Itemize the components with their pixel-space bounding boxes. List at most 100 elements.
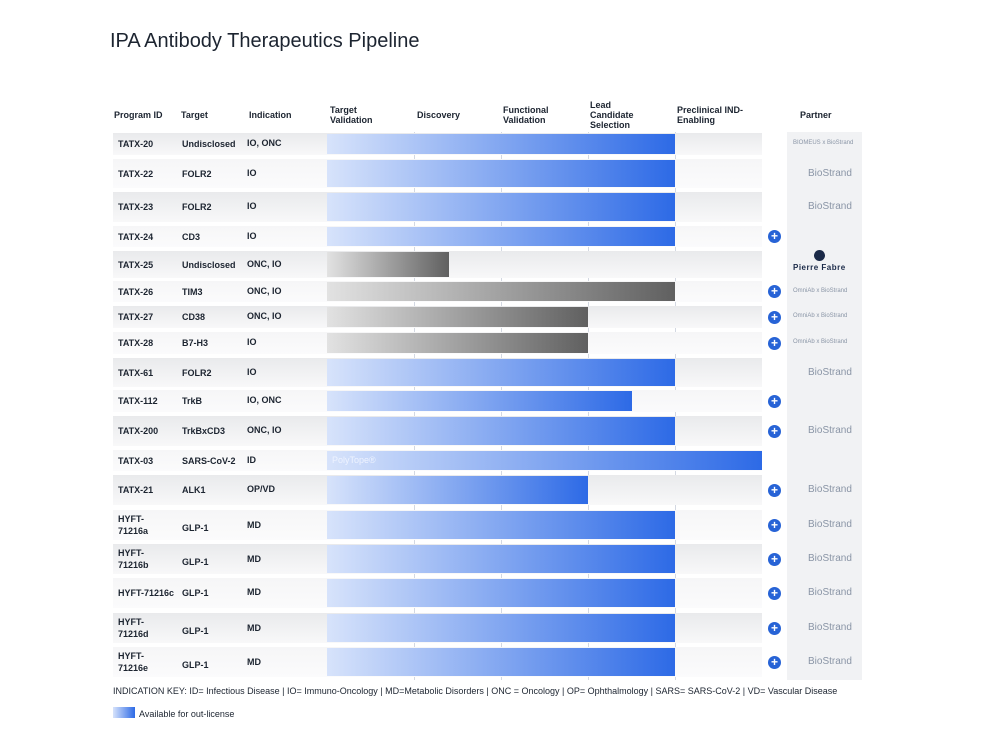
progress-bar xyxy=(327,227,675,246)
partner-logo: BIOMEUS x BioStrand xyxy=(793,140,854,146)
progress-bar xyxy=(327,391,632,411)
add-icon[interactable]: + xyxy=(768,621,781,635)
header-stage-preclinical: Preclinical IND-Enabling xyxy=(677,105,744,125)
target: B7-H3 xyxy=(182,338,209,348)
program-id: TATX-20 xyxy=(118,139,154,149)
target: GLP-1 xyxy=(182,523,209,533)
program-id: TATX-21 xyxy=(118,485,154,495)
indication: MD xyxy=(247,554,261,564)
progress-bar xyxy=(327,359,675,386)
progress-bar xyxy=(327,511,675,539)
partner-logo: BioStrand xyxy=(808,484,852,495)
indication: MD xyxy=(247,587,261,597)
target: GLP-1 xyxy=(182,660,209,670)
progress-bar xyxy=(327,545,675,573)
program-id: TATX-26 xyxy=(118,286,154,297)
indication: ONC, IO xyxy=(247,425,282,435)
target: SARS-CoV-2 xyxy=(182,455,236,466)
partner-logo: BioStrand xyxy=(808,553,852,564)
header-target: Target xyxy=(181,110,208,120)
progress-bar xyxy=(327,307,588,327)
progress-bar xyxy=(327,648,675,676)
program-id: TATX-25 xyxy=(118,259,154,270)
target: FOLR2 xyxy=(182,202,212,212)
progress-bar xyxy=(327,451,762,470)
progress-bar xyxy=(327,614,675,642)
partner-logo: BioStrand xyxy=(808,656,852,667)
partner-logo: Pierre Fabre xyxy=(793,250,846,272)
target: ALK1 xyxy=(182,485,206,495)
legend-swatch xyxy=(113,707,135,718)
program-id: HYFT-71216e xyxy=(118,651,149,673)
target: GLP-1 xyxy=(182,557,209,567)
indication: ID xyxy=(247,454,256,465)
program-id: TATX-22 xyxy=(118,168,154,179)
partner-logo: OmniAb x BioStrand xyxy=(793,287,848,294)
partner-logo: BioStrand xyxy=(808,622,852,633)
program-id: TATX-200 xyxy=(118,426,159,436)
header-stage-functional-validation: Functional Validation xyxy=(503,105,549,125)
program-id: HYFT-71216b xyxy=(118,548,149,570)
header-indication: Indication xyxy=(249,110,292,120)
program-id: TATX-23 xyxy=(118,202,154,212)
progress-bar xyxy=(327,333,588,353)
indication: IO xyxy=(247,167,257,178)
header-partner: Partner xyxy=(800,110,832,120)
indication: MD xyxy=(247,623,261,633)
target: Undisclosed xyxy=(182,139,236,149)
legend-label: Available for out-license xyxy=(139,709,235,719)
indication-key: INDICATION KEY: ID= Infectious Disease |… xyxy=(113,686,838,696)
program-id: TATX-61 xyxy=(118,367,154,378)
program-id: TATX-03 xyxy=(118,455,154,466)
add-icon[interactable]: + xyxy=(768,285,781,298)
indication: ONC, IO xyxy=(247,311,282,321)
add-icon[interactable]: + xyxy=(768,310,781,324)
progress-bar xyxy=(327,579,675,607)
add-icon[interactable]: + xyxy=(768,230,781,243)
target: GLP-1 xyxy=(182,626,209,636)
indication: IO, ONC xyxy=(247,395,282,405)
partner-logo: BioStrand xyxy=(808,366,852,378)
program-id: TATX-24 xyxy=(118,231,154,242)
progress-bar xyxy=(327,476,588,504)
header-program-id: Program ID xyxy=(114,110,163,120)
add-icon[interactable]: + xyxy=(768,394,781,408)
indication: IO, ONC xyxy=(247,138,282,148)
partner-logo: BioStrand xyxy=(808,587,852,598)
target: TIM3 xyxy=(182,286,203,297)
header-stage-target-validation: Target Validation xyxy=(330,105,373,125)
add-icon[interactable]: + xyxy=(768,586,781,600)
program-id: TATX-27 xyxy=(118,312,154,322)
add-icon[interactable]: + xyxy=(768,552,781,566)
progress-bar xyxy=(327,134,675,154)
target: CD3 xyxy=(182,231,201,242)
partner-logo: BioStrand xyxy=(808,201,852,212)
add-icon[interactable]: + xyxy=(768,655,781,669)
add-icon[interactable]: + xyxy=(768,424,781,438)
add-icon[interactable]: + xyxy=(768,336,781,350)
target: CD38 xyxy=(182,312,206,322)
indication: MD xyxy=(247,657,261,667)
program-id: TATX-28 xyxy=(118,338,154,348)
target: FOLR2 xyxy=(182,367,212,378)
partner-logo: BioStrand xyxy=(808,519,852,530)
add-icon[interactable]: + xyxy=(768,518,781,532)
program-id: HYFT-71216c xyxy=(118,588,175,598)
indication: ONC, IO xyxy=(247,258,282,269)
target: TrkB xyxy=(182,396,203,406)
progress-bar xyxy=(327,417,675,445)
program-id: HYFT-71216a xyxy=(118,514,149,536)
add-icon[interactable]: + xyxy=(768,483,781,497)
partner-logo: BioStrand xyxy=(808,425,852,436)
bar-label: PolyTope® xyxy=(332,455,376,465)
indication: MD xyxy=(247,520,261,530)
progress-bar xyxy=(327,160,675,187)
progress-bar xyxy=(327,252,449,277)
page-title: IPA Antibody Therapeutics Pipeline xyxy=(110,30,420,52)
indication: IO xyxy=(247,230,257,241)
progress-bar xyxy=(327,282,675,301)
target: TrkBxCD3 xyxy=(182,426,226,436)
indication: IO xyxy=(247,201,257,211)
header-stage-discovery: Discovery xyxy=(417,110,461,120)
target: FOLR2 xyxy=(182,168,212,179)
